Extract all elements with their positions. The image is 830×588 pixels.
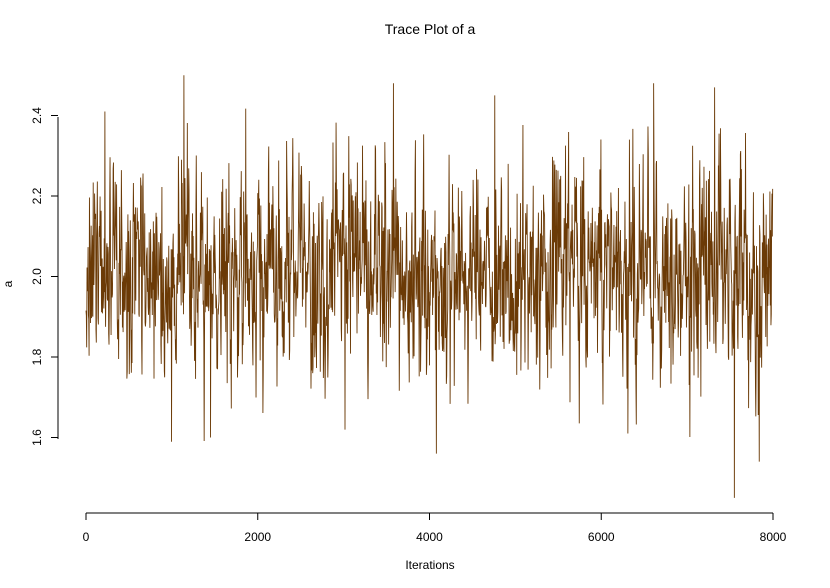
x-tick-label: 4000 [416, 530, 443, 544]
trace-series [85, 75, 774, 498]
x-tick-label: 6000 [588, 530, 615, 544]
x-axis-label: Iterations [405, 558, 454, 572]
y-tick-label: 2.0 [30, 268, 44, 285]
x-tick-label: 2000 [244, 530, 271, 544]
y-axis: 1.6 1.8 2.0 2.2 2.4 [30, 107, 59, 446]
x-tick-label: 0 [83, 530, 90, 544]
x-axis: 0 2000 4000 6000 8000 [83, 512, 787, 544]
chart-title: Trace Plot of a [385, 21, 476, 37]
y-tick-label: 2.2 [30, 187, 44, 204]
trace-line [85, 75, 774, 498]
y-axis-label: a [1, 280, 15, 287]
y-tick-label: 1.8 [30, 348, 44, 365]
y-tick-label: 1.6 [30, 429, 44, 446]
x-tick-label: 8000 [760, 530, 787, 544]
y-tick-label: 2.4 [30, 107, 44, 124]
